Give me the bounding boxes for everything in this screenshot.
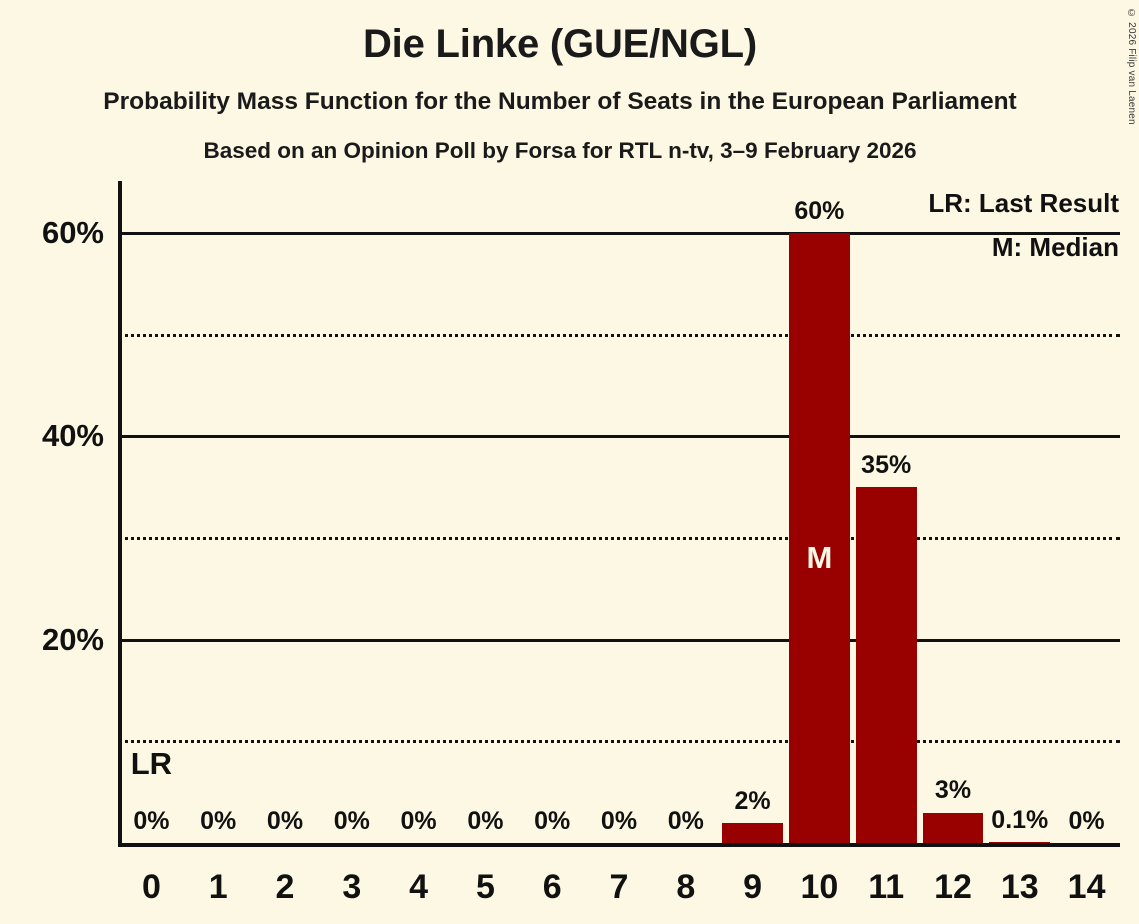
y-tick-label: 40% xyxy=(41,418,104,454)
copyright-notice: © 2026 Filip van Laenen xyxy=(1126,8,1137,125)
bar-value-label: 0% xyxy=(266,807,304,835)
x-tick-label: 10 xyxy=(800,868,839,906)
bar-value-label: 0.1% xyxy=(991,805,1049,834)
bar-value-label: 0% xyxy=(1068,807,1105,835)
y-tick-label: 60% xyxy=(41,214,104,250)
bar-value-label: 60% xyxy=(794,196,845,225)
legend-last-result: LR: Last Result xyxy=(928,188,1119,218)
gridline-20pct xyxy=(118,638,1120,642)
x-tick-label: 4 xyxy=(409,868,429,906)
x-tick-label: 2 xyxy=(275,868,295,906)
x-tick-label: 7 xyxy=(609,868,629,906)
bar xyxy=(922,812,984,843)
bar xyxy=(855,487,917,843)
bar-value-label: 0% xyxy=(467,807,504,835)
gridline-50pct xyxy=(118,333,1120,337)
chart-subtitle: Probability Mass Function for the Number… xyxy=(103,88,1017,115)
y-axis-tick-labels: 20% 40% 60% xyxy=(0,181,1139,847)
gridline-30pct xyxy=(118,536,1120,540)
x-tick-label: 1 xyxy=(208,868,228,906)
y-axis-line xyxy=(118,181,122,847)
median-marker: M xyxy=(806,539,833,575)
chart-source-note: Based on an Opinion Poll by Forsa for RT… xyxy=(203,138,917,163)
x-tick-label: 6 xyxy=(542,868,562,906)
x-tick-label: 11 xyxy=(868,868,905,906)
bar-value-label: 0% xyxy=(200,807,237,835)
x-tick-label: 9 xyxy=(743,868,763,906)
bar xyxy=(989,841,1051,843)
plot-area: 0% 0% 0% 0% 0% 0% 0% 0% 0% 2% 60% 35% 3% 0.1% 0% M LR xyxy=(118,181,1120,847)
x-tick-label: 8 xyxy=(676,868,696,906)
last-result-marker: LR xyxy=(130,746,173,782)
bar-value-label: 0% xyxy=(400,807,437,835)
bar-value-label: 0% xyxy=(333,807,370,835)
legend-median: M: Median xyxy=(991,232,1119,262)
x-tick-label: 0 xyxy=(141,868,161,906)
bar-value-label: 0% xyxy=(667,807,704,835)
bar-value-label: 0% xyxy=(133,807,170,835)
x-tick-label: 5 xyxy=(475,868,495,906)
x-tick-label: 13 xyxy=(1000,868,1039,906)
bar-value-label: 2% xyxy=(734,786,771,815)
bar-value-label: 0% xyxy=(534,807,571,835)
bar xyxy=(789,232,850,843)
x-tick-label: 12 xyxy=(934,868,972,906)
x-tick-label: 3 xyxy=(342,868,362,906)
bar-value-label: 35% xyxy=(861,451,912,480)
gridline-40pct xyxy=(118,435,1120,439)
gridline-10pct xyxy=(118,740,1120,744)
x-axis-line xyxy=(118,843,1120,847)
gridline-60pct xyxy=(118,231,1120,235)
bar-value-label: 3% xyxy=(934,776,972,805)
bar-value-label: 0% xyxy=(600,807,638,835)
page-title: Die Linke (GUE/NGL) xyxy=(362,22,757,66)
y-tick-label: 20% xyxy=(41,621,104,657)
bar xyxy=(722,822,783,843)
x-tick-label: 14 xyxy=(1067,868,1106,906)
